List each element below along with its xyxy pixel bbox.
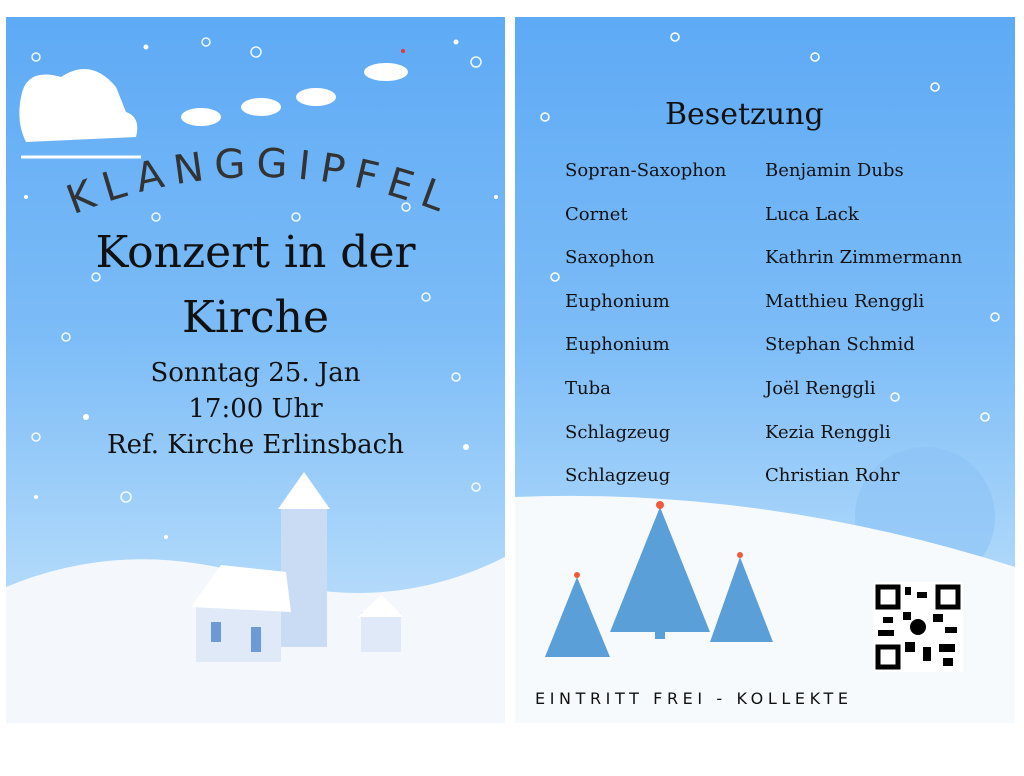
band-name-arc: KLANGGIPFEL xyxy=(61,141,461,225)
roster-heading: Besetzung xyxy=(665,97,824,132)
roster-row: Euphonium Stephan Schmid xyxy=(565,334,962,378)
event-info: Sonntag 25. Jan 17:00 Uhr Ref. Kirche Er… xyxy=(6,355,505,463)
instrument: Cornet xyxy=(565,203,628,225)
musician: Luca Lack xyxy=(765,203,859,225)
roster-list: Sopran-Saxophon Benjamin Dubs Cornet Luca … xyxy=(565,160,962,509)
snowflakes xyxy=(31,37,482,503)
svg-text:KLANGGIPFEL: KLANGGIPFEL xyxy=(61,141,461,225)
instrument: Tuba xyxy=(565,377,611,399)
roster-row: Schlagzeug Christian Rohr xyxy=(565,465,962,509)
musician: Kezia Renggli xyxy=(765,421,891,443)
christmas-trees-icon xyxy=(545,501,773,657)
concert-title-line1: Konzert in der xyxy=(95,227,416,278)
snowflakes xyxy=(540,32,1000,422)
event-time: 17:00 Uhr xyxy=(188,394,323,424)
qr-code[interactable] xyxy=(873,582,963,672)
event-location: Ref. Kirche Erlinsbach xyxy=(107,430,404,460)
roster-row: Schlagzeug Kezia Renggli xyxy=(565,422,962,466)
musician: Christian Rohr xyxy=(765,465,900,487)
roster-row: Euphonium Matthieu Renggli xyxy=(565,291,962,335)
church-icon xyxy=(191,472,404,662)
band-name: KLANGGIPFEL xyxy=(61,141,451,225)
admission-note: EINTRITT FREI - KOLLEKTE xyxy=(535,689,853,708)
snow-dots xyxy=(24,39,498,539)
winter-scene xyxy=(6,37,505,723)
facebook-icon xyxy=(910,619,926,635)
musician: Stephan Schmid xyxy=(765,334,915,356)
instrument: Schlagzeug xyxy=(565,465,671,487)
musician: Matthieu Renggli xyxy=(765,290,925,312)
instrument: Schlagzeug xyxy=(565,421,671,443)
flyer-back: Besetzung Sopran-Saxophon Benjamin Dubs C… xyxy=(515,17,1015,723)
sleigh-reindeer-icon xyxy=(19,49,408,159)
concert-title-line2: Kirche xyxy=(182,292,329,343)
roster-row: Cornet Luca Lack xyxy=(565,204,962,248)
musician: Joël Renggli xyxy=(765,377,876,399)
musician: Kathrin Zimmermann xyxy=(765,247,963,269)
instrument: Euphonium xyxy=(565,334,670,356)
flyer-front: KLANGGIPFEL Konzert in der Kirche Sonnta… xyxy=(6,17,505,723)
roster-row: Sopran-Saxophon Benjamin Dubs xyxy=(565,160,962,204)
qr-code-icon xyxy=(875,584,961,670)
instrument: Saxophon xyxy=(565,247,655,269)
musician: Benjamin Dubs xyxy=(765,160,904,181)
instrument: Sopran-Saxophon xyxy=(565,160,727,181)
instrument: Euphonium xyxy=(565,290,670,312)
roster-row: Tuba Joël Renggli xyxy=(565,378,962,422)
roster-row: Saxophon Kathrin Zimmermann xyxy=(565,247,962,291)
event-date: Sonntag 25. Jan xyxy=(150,358,361,388)
